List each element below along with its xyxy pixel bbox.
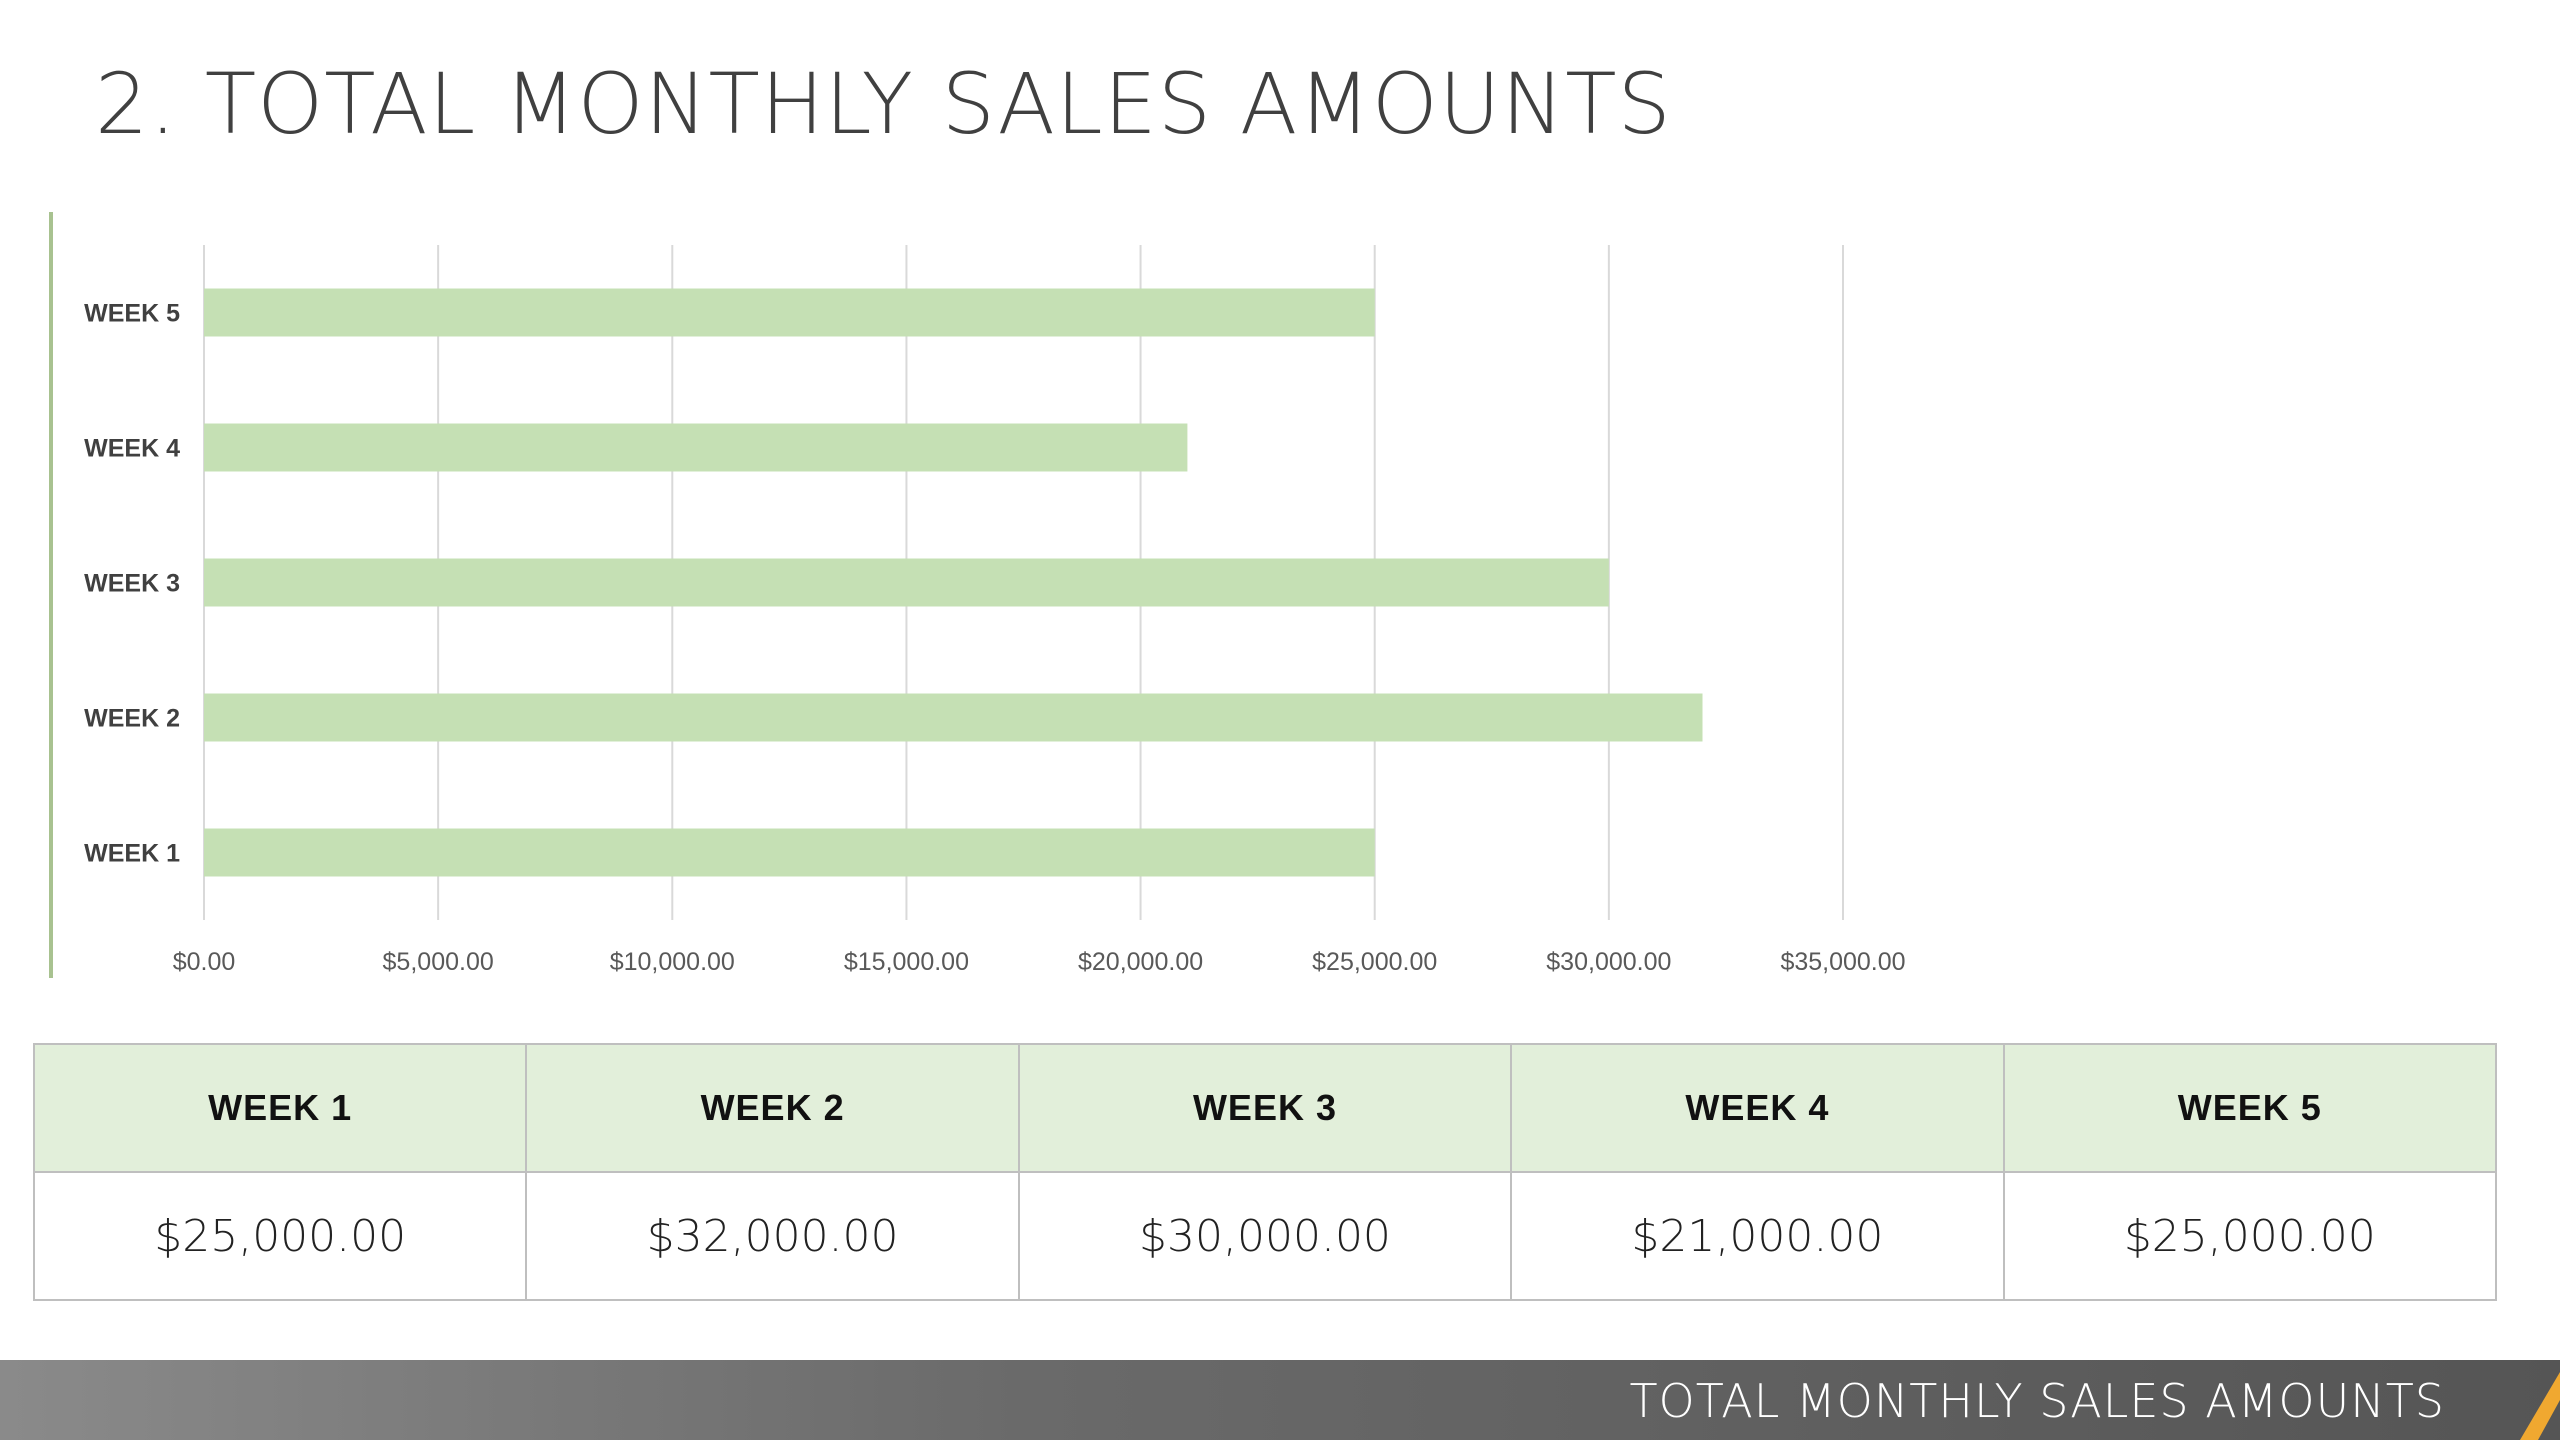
bar xyxy=(204,828,1375,877)
x-tick-label: $35,000.00 xyxy=(1780,948,1905,976)
table-header-week-2: WEEK 2 xyxy=(525,1043,1020,1173)
bar xyxy=(204,423,1188,472)
y-category-label: WEEK 2 xyxy=(84,705,180,733)
x-tick-label: $10,000.00 xyxy=(610,948,735,976)
footer-title: TOTAL MONTHLY SALES AMOUNTS xyxy=(1629,1374,2445,1428)
table-row: $25,000.00 $32,000.00 $30,000.00 $21,000… xyxy=(32,1171,2498,1301)
table-cell-week-5: $25,000.00 xyxy=(2002,1171,2498,1301)
table-header-week-4: WEEK 4 xyxy=(1510,1043,2005,1173)
x-tick-label: $30,000.00 xyxy=(1546,948,1671,976)
table-cell-week-4: $21,000.00 xyxy=(1510,1171,2005,1301)
y-category-label: WEEK 1 xyxy=(84,840,180,868)
sales-bar-chart: $0.00 $5,000.00 $10,000.00 $15,000.00 $20,00… xyxy=(84,245,1906,976)
table-header-row: WEEK 1 WEEK 2 WEEK 3 WEEK 4 WEEK 5 xyxy=(32,1043,2498,1173)
x-tick-label: $25,000.00 xyxy=(1312,948,1437,976)
weekly-sales-table: WEEK 1 WEEK 2 WEEK 3 WEEK 4 WEEK 5 $25,0… xyxy=(32,1043,2498,1301)
footer-accent-stripe xyxy=(2520,1372,2560,1440)
x-tick-label: $0.00 xyxy=(173,948,236,976)
bar xyxy=(204,558,1609,607)
table-header-week-1: WEEK 1 xyxy=(32,1043,528,1173)
table-cell-week-2: $32,000.00 xyxy=(525,1171,1020,1301)
bar xyxy=(204,288,1375,337)
y-category-label: WEEK 5 xyxy=(84,300,180,328)
x-tick-label: $20,000.00 xyxy=(1078,948,1203,976)
accent-bar xyxy=(49,212,53,978)
y-category-label: WEEK 3 xyxy=(84,570,180,598)
x-tick-label: $5,000.00 xyxy=(383,948,494,976)
slide-title: 2. TOTAL MONTHLY SALES AMOUNTS xyxy=(95,55,1672,153)
table-header-week-3: WEEK 3 xyxy=(1017,1043,1513,1173)
table-cell-week-3: $30,000.00 xyxy=(1017,1171,1513,1301)
table-cell-week-1: $25,000.00 xyxy=(32,1171,528,1301)
table-header-week-5: WEEK 5 xyxy=(2002,1043,2498,1173)
x-tick-label: $15,000.00 xyxy=(844,948,969,976)
footer-bar: TOTAL MONTHLY SALES AMOUNTS xyxy=(0,1360,2560,1440)
y-category-label: WEEK 4 xyxy=(84,435,180,463)
bar xyxy=(204,693,1703,742)
